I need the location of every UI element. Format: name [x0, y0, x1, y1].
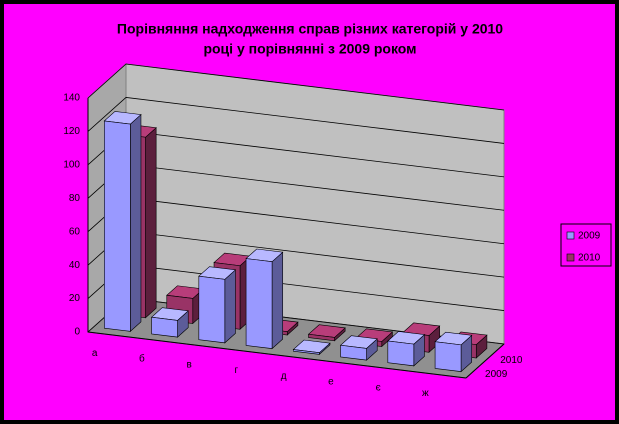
- bar-front: [151, 316, 178, 338]
- bar: [245, 248, 284, 350]
- y-tick-label: 120: [63, 126, 80, 137]
- y-tick-label: 20: [69, 293, 81, 304]
- chart-title: році у порівнянні з 2009 роком: [203, 41, 416, 57]
- bar-side: [271, 251, 284, 350]
- depth-axis-label: 2009: [485, 369, 508, 380]
- legend-label: 2009: [578, 231, 601, 242]
- bar-front: [387, 340, 415, 367]
- bar: [339, 335, 378, 361]
- bar-front: [104, 120, 131, 332]
- y-tick-label: 0: [74, 327, 80, 338]
- x-tick-label: а: [92, 348, 98, 359]
- bar-front: [434, 341, 462, 372]
- y-tick-label: 80: [69, 193, 81, 204]
- bar-front: [245, 258, 273, 349]
- x-tick-label: е: [328, 377, 334, 388]
- bar-side: [130, 113, 142, 333]
- legend-swatch: [566, 253, 575, 262]
- y-tick-label: 60: [69, 226, 81, 237]
- x-tick-label: в: [186, 359, 191, 370]
- bar-front: [198, 275, 226, 344]
- x-axis: [87, 331, 467, 379]
- x-tick-label: ж: [422, 388, 429, 399]
- chart-title: Порівняння надходження справ різних кате…: [117, 21, 503, 37]
- bar: [103, 111, 142, 333]
- y-tick-label: 140: [63, 93, 80, 104]
- x-tick-label: д: [281, 371, 287, 382]
- bar-front: [293, 349, 320, 355]
- bar: [387, 331, 426, 367]
- z-axis: [465, 343, 505, 379]
- y-tick-label: 40: [69, 260, 81, 271]
- bar: [307, 324, 346, 342]
- legend-swatch: [566, 231, 575, 240]
- bar-side: [224, 269, 236, 344]
- x-tick-label: г: [235, 365, 239, 376]
- grid-line: [87, 63, 505, 111]
- x-tick-label: є: [376, 382, 381, 393]
- bar-side: [145, 127, 157, 319]
- x-tick-label: б: [139, 353, 145, 365]
- grid-line: [87, 97, 505, 144]
- depth-axis-label: 2010: [500, 355, 523, 366]
- legend-label: 2010: [578, 253, 601, 264]
- bar-front: [308, 333, 335, 342]
- y-tick-label: 100: [63, 159, 80, 170]
- bar-front: [340, 344, 367, 361]
- bar: [292, 339, 331, 356]
- bar: [434, 331, 473, 373]
- bar: [150, 307, 189, 338]
- bar: [198, 266, 237, 344]
